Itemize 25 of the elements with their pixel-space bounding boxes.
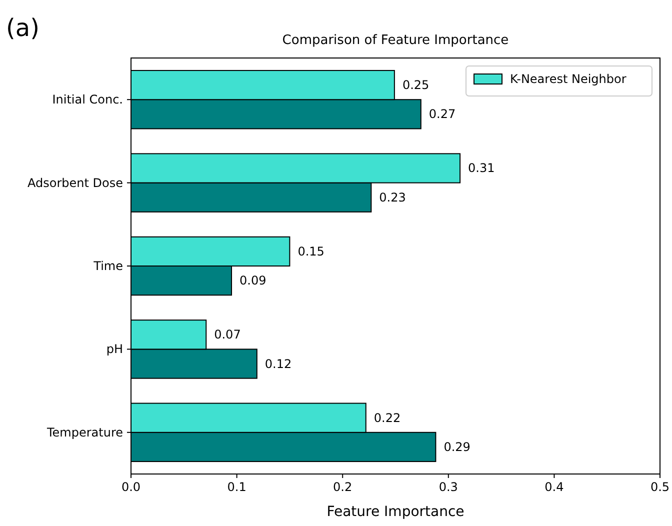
x-tick-label: 0.2: [333, 480, 352, 494]
x-axis-title: Feature Importance: [326, 504, 464, 520]
data-label: 0.22: [374, 410, 401, 425]
y-tick-label: Time: [92, 259, 123, 273]
y-tick-label: Initial Conc.: [52, 92, 123, 107]
x-tick-label: 0.1: [227, 480, 246, 494]
data-label: 0.09: [240, 274, 266, 288]
data-label: 0.23: [379, 190, 406, 204]
data-label: 0.25: [402, 78, 430, 92]
data-label: 0.07: [214, 328, 241, 342]
data-label: 0.31: [468, 161, 495, 176]
y-tick-label: pH: [106, 342, 123, 356]
text: (a): [6, 14, 40, 42]
data-label: 0.12: [264, 356, 292, 371]
data-label: 0.27: [428, 107, 456, 122]
x-tick-label: 0.5: [650, 480, 670, 494]
data-label: 0.29: [444, 440, 470, 454]
y-tick-label: Adsorbent Dose: [28, 176, 123, 190]
legend-label: K-Nearest Neighbor: [510, 72, 626, 86]
chart-title: Comparison of Feature Importance: [282, 33, 509, 48]
x-tick-label: 0.4: [544, 480, 564, 494]
y-tick-label: Temperature: [46, 425, 123, 440]
x-tick-label: 0.3: [438, 480, 458, 494]
x-tick-label: 0.0: [121, 480, 141, 494]
data-label: 0.15: [298, 244, 324, 258]
